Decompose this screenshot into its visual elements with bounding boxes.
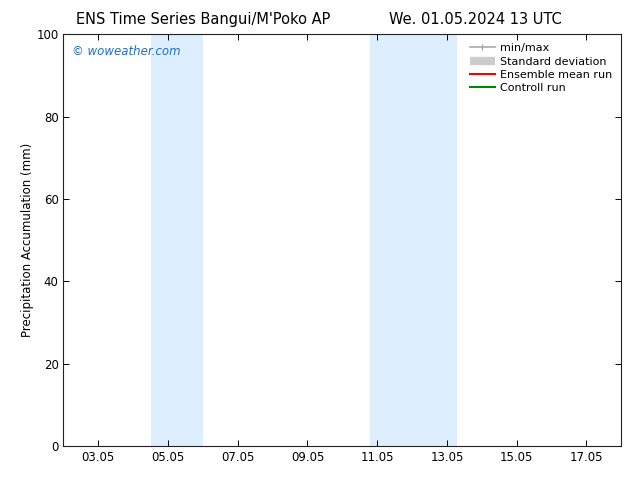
Legend: min/max, Standard deviation, Ensemble mean run, Controll run: min/max, Standard deviation, Ensemble me… [467,40,616,97]
Bar [370,34,458,446]
Text: ENS Time Series Bangui/M'Poko AP: ENS Time Series Bangui/M'Poko AP [75,12,330,27]
Text: We. 01.05.2024 13 UTC: We. 01.05.2024 13 UTC [389,12,562,27]
Y-axis label: Precipitation Accumulation (mm): Precipitation Accumulation (mm) [20,143,34,337]
Bar [150,34,203,446]
Text: © woweather.com: © woweather.com [72,45,181,58]
